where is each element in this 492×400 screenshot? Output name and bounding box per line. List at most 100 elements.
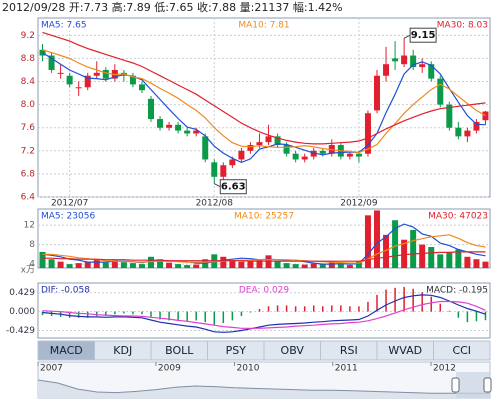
volume-bar: [220, 256, 227, 268]
y-tick-label: 6.8: [21, 169, 36, 179]
legend-label: DEA: 0.029: [239, 286, 290, 296]
candle-body: [148, 98, 154, 120]
volume-bar: [346, 265, 353, 268]
legend-bg: [39, 20, 89, 31]
tab-label[interactable]: RSI: [340, 344, 358, 357]
overview-handle[interactable]: [483, 377, 492, 393]
y-tick-label: -0.429: [6, 326, 35, 336]
legend-label: MA5: 23056: [41, 212, 95, 222]
volume-bar: [102, 262, 109, 268]
volume-bar: [374, 210, 380, 268]
volume-bar: [419, 244, 426, 268]
y-tick-label: 8.0: [21, 100, 36, 110]
candle-body: [392, 58, 399, 62]
annotation-leader: [403, 34, 411, 39]
volume-bar: [175, 264, 182, 268]
y-tick-label: 0.429: [9, 288, 35, 298]
candle-body: [84, 75, 91, 88]
volume-bar: [39, 251, 46, 268]
candle-body: [57, 72, 64, 74]
candle-body: [473, 121, 480, 131]
ma-line: [42, 52, 486, 164]
candle-body: [138, 84, 145, 91]
volume-bar: [138, 264, 145, 268]
volume-bar: [410, 229, 417, 268]
x-tick-label: 2012/09: [340, 199, 378, 209]
volume-bar: [148, 256, 154, 268]
tab-label[interactable]: PSY: [226, 344, 247, 357]
candle-body: [93, 72, 100, 76]
tab-label[interactable]: WVAD: [388, 344, 422, 357]
candle-body: [455, 127, 462, 137]
ma-line: [42, 49, 486, 154]
volume-bar: [256, 259, 263, 268]
tab-label[interactable]: BOLL: [165, 344, 194, 357]
candle-body: [193, 130, 200, 134]
candle-body: [464, 130, 471, 137]
volume-bar: [238, 261, 245, 268]
volume-bar: [48, 259, 55, 268]
overview-year: 2009: [158, 364, 181, 374]
tab-label[interactable]: KDJ: [113, 344, 132, 357]
tab[interactable]: [433, 340, 491, 361]
ma-line: [42, 251, 486, 262]
volume-bar: [392, 220, 399, 268]
candle-body: [292, 153, 299, 160]
legend-label: MACD: -0.195: [426, 286, 488, 296]
y-tick-label: 0.000: [9, 307, 35, 317]
candle-body: [482, 111, 489, 121]
overview-year: 2010: [237, 364, 260, 374]
overview-handle[interactable]: [451, 377, 460, 393]
candle-body: [401, 55, 408, 65]
annotation-box: [219, 179, 247, 195]
legend-label: MA10: 25257: [234, 212, 294, 222]
tab-label[interactable]: OBV: [281, 344, 305, 357]
candle-body: [48, 55, 55, 70]
overview-year: 2007: [40, 364, 63, 374]
volume-bar: [66, 264, 73, 268]
candle-body: [446, 104, 453, 128]
y-tick-label: 9.2: [21, 31, 35, 41]
candle-body: [66, 75, 73, 85]
volume-bar: [120, 262, 127, 268]
volume-bar: [437, 254, 444, 268]
tab-label[interactable]: MACD: [50, 344, 83, 357]
volume-bar: [455, 249, 462, 268]
overview-year: 2012: [433, 364, 456, 374]
legend-label: MA5: 7.65: [41, 21, 87, 31]
y-tick-label: 7.2: [21, 146, 35, 156]
volume-bar: [193, 264, 200, 268]
annotation: 9.15: [411, 30, 436, 41]
x-tick-label: 2012/07: [51, 199, 88, 209]
candle-body: [410, 55, 417, 68]
volume-bar: [166, 262, 173, 268]
ma-line: [42, 234, 486, 264]
tab-label[interactable]: CCI: [452, 344, 471, 357]
candle-body: [265, 136, 272, 143]
volume-bar: [93, 259, 100, 268]
y-tick-label: 7.6: [21, 123, 36, 133]
volume-bar: [364, 215, 371, 268]
legend-label: MA30: 47023: [428, 212, 488, 222]
volume-frame: [37, 208, 491, 269]
legend-label: MA10: 7.81: [238, 21, 289, 31]
candle-body: [419, 64, 426, 68]
volume-bar: [229, 260, 236, 268]
ma-line: [42, 300, 486, 329]
candle-body: [247, 145, 254, 151]
volume-bar: [464, 256, 471, 268]
y-tick-label: 6.4: [21, 193, 36, 203]
candle-body: [319, 150, 326, 154]
candle-body: [102, 69, 109, 79]
candle-body: [428, 64, 435, 79]
candle-body: [129, 75, 136, 85]
candle-body: [274, 136, 281, 146]
candle-body: [184, 130, 191, 134]
volume-bar: [383, 234, 390, 268]
unit-label: x万: [21, 266, 35, 276]
macd-frame: [37, 282, 491, 339]
candle-body: [256, 142, 263, 146]
volume-bar: [283, 263, 290, 268]
y-tick-label: 8.4: [21, 77, 36, 87]
